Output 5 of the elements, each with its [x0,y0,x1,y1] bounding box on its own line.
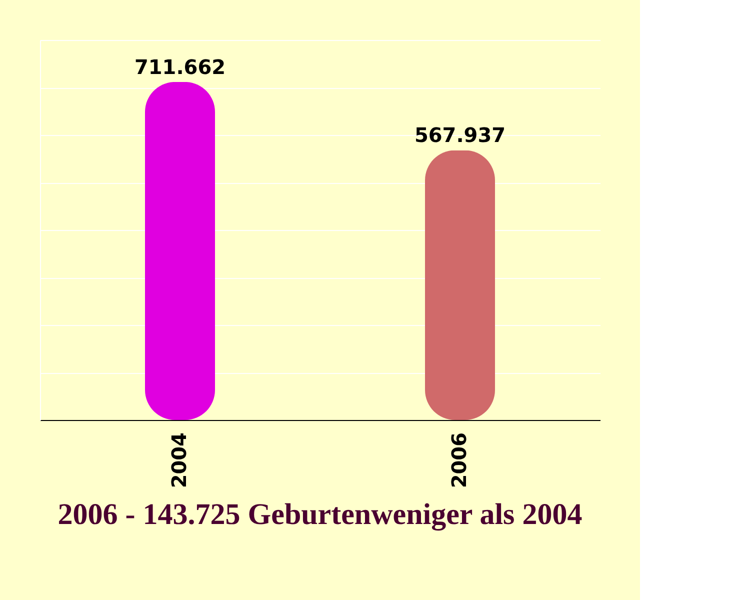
data-label: 711.662 [134,54,226,79]
data-label: 567.937 [414,123,506,148]
x-tick-label: 2006 [447,432,471,488]
x-tick-label: 2004 [167,432,191,488]
text: 2006 - 143.725 Geburtenweniger als 2004 [58,498,582,531]
